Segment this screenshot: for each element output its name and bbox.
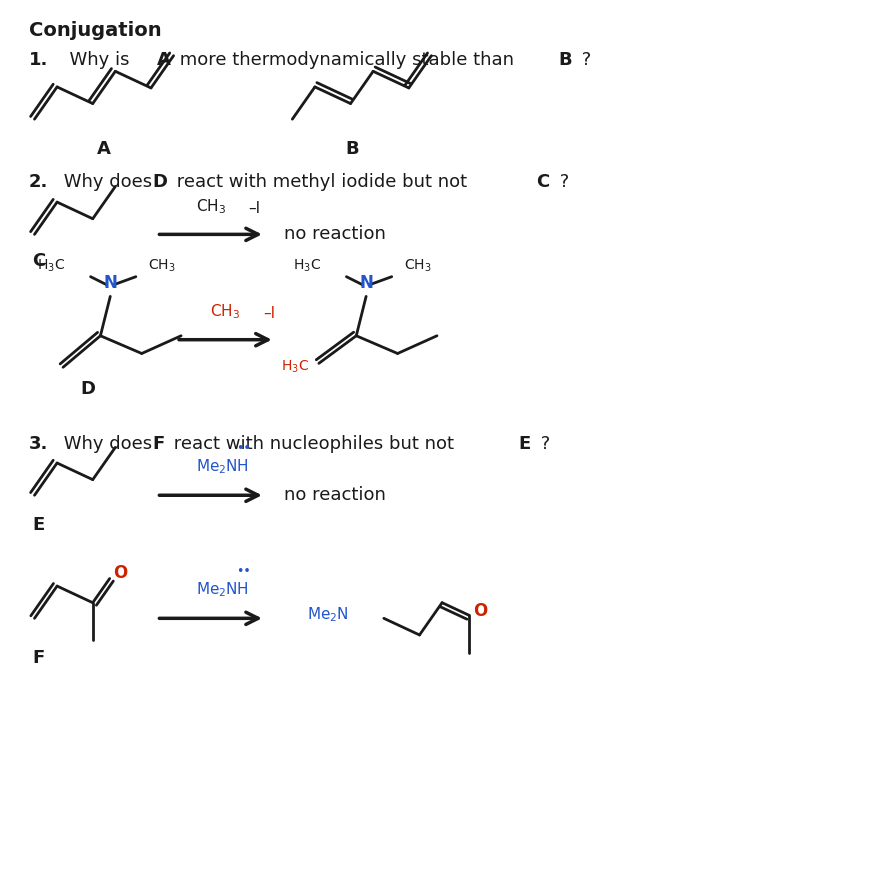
Text: ?: ? xyxy=(575,51,590,69)
Text: $\mathregular{H_3C}$: $\mathregular{H_3C}$ xyxy=(281,359,308,375)
Text: F: F xyxy=(152,435,164,453)
Text: C: C xyxy=(32,252,46,270)
Text: ••: •• xyxy=(235,565,250,578)
Text: react with methyl iodide but not: react with methyl iodide but not xyxy=(171,173,473,191)
Text: N: N xyxy=(359,274,373,292)
Text: A: A xyxy=(97,140,111,158)
Text: N: N xyxy=(103,274,117,292)
Text: Why does: Why does xyxy=(58,435,158,453)
Text: 2.: 2. xyxy=(29,173,48,191)
Text: B: B xyxy=(557,51,571,69)
Text: $\mathregular{H_3C}$: $\mathregular{H_3C}$ xyxy=(36,258,65,274)
Text: C: C xyxy=(536,173,549,191)
Text: $\mathregular{Me_2N}$: $\mathregular{Me_2N}$ xyxy=(307,605,348,624)
Text: $\mathregular{Me_2NH}$: $\mathregular{Me_2NH}$ xyxy=(196,457,249,476)
Text: no reaction: no reaction xyxy=(284,487,386,504)
Text: $\mathregular{CH_3}$: $\mathregular{CH_3}$ xyxy=(148,258,175,274)
Text: no reaction: no reaction xyxy=(284,226,386,244)
Text: ••: •• xyxy=(235,442,250,455)
Text: 3.: 3. xyxy=(29,435,48,453)
Text: ?: ? xyxy=(554,173,568,191)
Text: $\mathregular{H_3C}$: $\mathregular{H_3C}$ xyxy=(293,258,321,274)
Text: –I: –I xyxy=(262,306,275,321)
Text: –I: –I xyxy=(248,201,260,216)
Text: O: O xyxy=(472,602,487,620)
Text: $\mathregular{Me_2NH}$: $\mathregular{Me_2NH}$ xyxy=(196,580,249,599)
Text: D: D xyxy=(81,380,96,398)
Text: $\mathregular{CH_3}$: $\mathregular{CH_3}$ xyxy=(403,258,431,274)
Text: $\mathregular{CH_3}$: $\mathregular{CH_3}$ xyxy=(196,197,225,216)
Text: F: F xyxy=(32,649,44,667)
Text: Conjugation: Conjugation xyxy=(29,22,161,40)
Text: react with nucleophiles but not: react with nucleophiles but not xyxy=(168,435,460,453)
Text: A: A xyxy=(156,51,170,69)
Text: E: E xyxy=(518,435,530,453)
Text: D: D xyxy=(152,173,168,191)
Text: Why is: Why is xyxy=(58,51,136,69)
Text: O: O xyxy=(114,564,128,582)
Text: B: B xyxy=(345,140,358,158)
Text: $\mathregular{CH_3}$: $\mathregular{CH_3}$ xyxy=(210,302,240,321)
Text: more thermodynamically stable than: more thermodynamically stable than xyxy=(174,51,520,69)
Text: E: E xyxy=(32,516,44,534)
Text: Why does: Why does xyxy=(58,173,158,191)
Text: 1.: 1. xyxy=(29,51,48,69)
Text: ?: ? xyxy=(534,435,550,453)
